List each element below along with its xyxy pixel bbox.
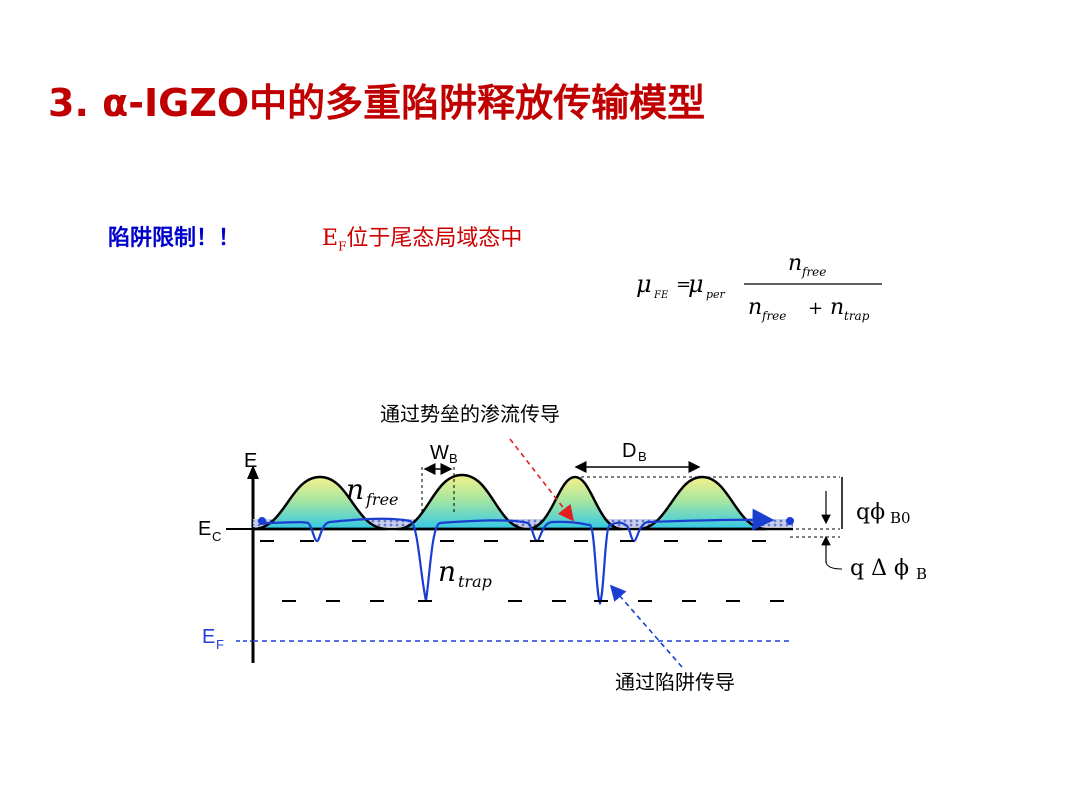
band-diagram: E E C n free n trap xyxy=(198,402,927,694)
carrier-end-dot xyxy=(786,517,794,525)
qphi-b0-sub: B0 xyxy=(890,509,911,527)
formula-den-trap: trap xyxy=(844,309,870,323)
fermi-level-note: EF位于尾态局域态中 xyxy=(322,220,522,253)
barrier-peak-1 xyxy=(252,475,388,531)
formula-den-n1: n xyxy=(748,295,762,320)
delta-phi-leader xyxy=(825,560,843,570)
ec-label: E xyxy=(198,518,211,540)
trap-limited-note: 陷阱限制！！ xyxy=(108,226,241,251)
n-trap-label: n xyxy=(438,555,456,588)
ef-description: 位于尾态局域态中 xyxy=(346,226,523,251)
formula-num-n: n xyxy=(788,251,802,276)
page-title: 3. α-IGZO中的多重陷阱释放传输模型 xyxy=(48,81,706,125)
qphi-b0-label: qϕ xyxy=(856,500,885,525)
ef-label-sub: F xyxy=(216,637,224,652)
formula-plus: + xyxy=(808,298,823,319)
wb-label: W xyxy=(430,442,449,464)
carrier-trajectory xyxy=(259,508,775,606)
formula-num-free: free xyxy=(801,265,826,279)
ef-symbol: E xyxy=(322,226,339,251)
percolation-label: 通过势垒的渗流传导 xyxy=(380,402,560,426)
formula-per-sub: per xyxy=(706,288,726,301)
energy-axis-label: E xyxy=(244,450,257,472)
n-free-label: n xyxy=(346,473,364,506)
q-delta-phi-label: q Δ ϕ xyxy=(850,556,909,581)
formula-den-n2: n xyxy=(830,295,844,320)
n-trap-sub: trap xyxy=(458,572,492,591)
q-delta-phi-sub: B xyxy=(916,565,927,583)
carrier-start-dot xyxy=(258,517,266,525)
db-label: D xyxy=(622,440,636,462)
formula-equals: = xyxy=(676,274,691,295)
energy-axis-arrowhead xyxy=(247,465,259,479)
db-label-sub: B xyxy=(638,449,647,464)
formula-mu-per: μ xyxy=(688,270,704,298)
percolation-arrow xyxy=(509,438,574,522)
formula-den-free: free xyxy=(761,309,786,323)
formula-mu-fe: μ xyxy=(636,270,652,298)
mobility-formula: μ FE = μ per n free n free + n trap xyxy=(636,251,882,323)
trap-conduction-label: 通过陷阱传导 xyxy=(615,670,735,694)
ec-label-sub: C xyxy=(212,529,221,544)
trap-conduction-arrow xyxy=(609,584,683,668)
wb-label-sub: B xyxy=(449,451,458,466)
ef-subscript: F xyxy=(338,239,347,254)
barrier-peak-3 xyxy=(526,475,623,531)
ef-label: E xyxy=(202,626,215,648)
n-free-sub: free xyxy=(365,490,399,509)
formula-fe-sub: FE xyxy=(653,290,669,301)
